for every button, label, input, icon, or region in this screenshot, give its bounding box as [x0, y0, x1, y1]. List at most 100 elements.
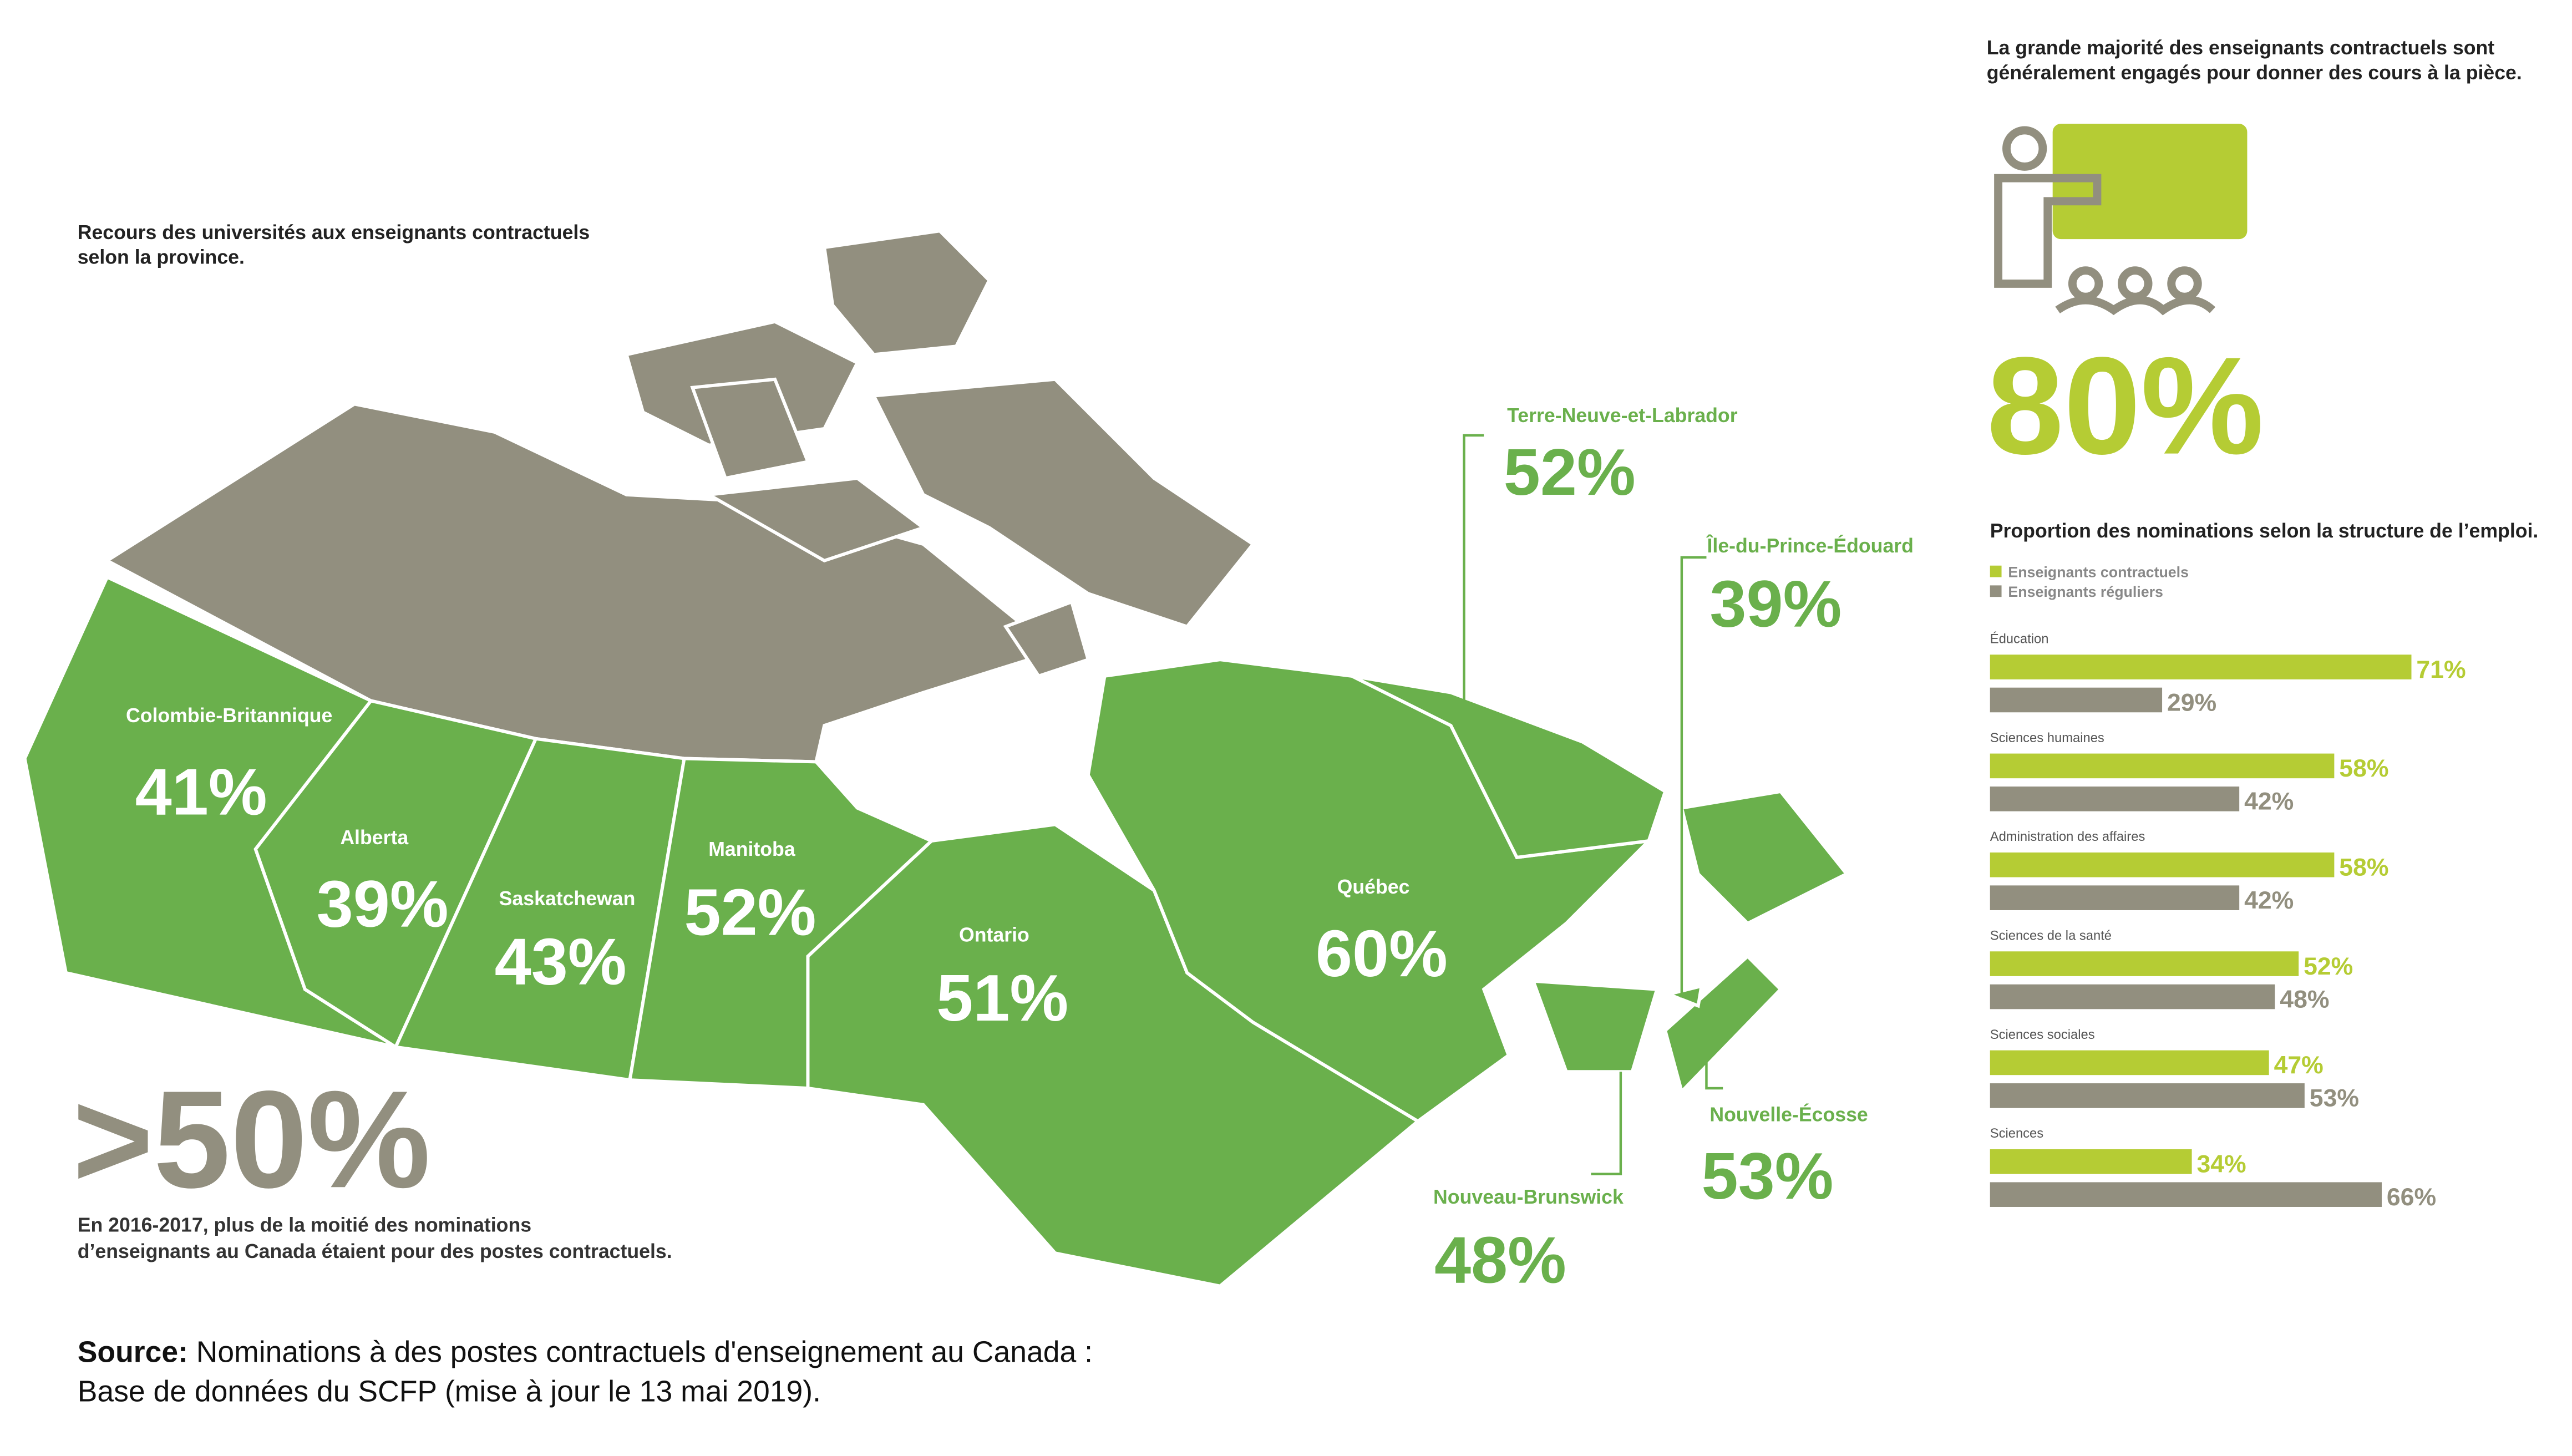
bar	[1990, 885, 2240, 910]
province-value: 52%	[684, 876, 816, 950]
island	[822, 229, 992, 357]
category-label: Éducation	[1990, 631, 2049, 646]
island	[690, 377, 810, 480]
province-shape	[1531, 979, 1660, 1074]
province-name: Québec	[1337, 876, 1410, 898]
legend-label: Enseignants contractuels	[2008, 564, 2189, 581]
bar	[1990, 984, 2275, 1009]
leader-lines	[1463, 434, 1723, 1175]
province-name: Nouvelle-Écosse	[1709, 1103, 1868, 1125]
province-value: 48%	[1434, 1224, 1566, 1297]
bar	[1990, 787, 2240, 811]
bar	[1990, 852, 2335, 877]
province-name: Saskatchewan	[499, 887, 636, 910]
island	[703, 476, 927, 563]
province-value: 43%	[495, 925, 627, 999]
island	[1003, 600, 1090, 678]
leader-line	[1705, 1055, 1723, 1090]
map	[23, 229, 1849, 1288]
value-label: 34%	[2196, 1151, 2246, 1178]
category-label: Administration des affaires	[1990, 829, 2145, 844]
head	[2002, 126, 2047, 171]
map-title-line: selon la province.	[78, 246, 245, 268]
province-value: 53%	[1701, 1139, 1833, 1213]
leader-line	[1591, 1072, 1622, 1175]
category-label: Sciences humaines	[1990, 730, 2104, 745]
province-value: 52%	[1504, 435, 1636, 509]
value-label: 66%	[2387, 1184, 2436, 1211]
province-name: Alberta	[340, 826, 409, 849]
province-shape	[1663, 983, 1704, 1008]
bar	[1990, 655, 2412, 679]
province-value: 39%	[317, 867, 449, 941]
panel-title: La grande majorité des enseignants contr…	[1987, 37, 2495, 59]
source-text: Nominations à des postes contractuels d'…	[188, 1336, 1093, 1368]
bar	[1990, 1050, 2269, 1075]
province-shape	[1680, 789, 1849, 926]
bar	[1990, 1182, 2382, 1207]
head	[2068, 266, 2103, 301]
province-value: 39%	[1709, 567, 1842, 641]
bar	[1990, 1149, 2192, 1174]
map-title-line: Recours des universités aux enseignants …	[78, 221, 590, 243]
arctic	[104, 229, 1256, 764]
province-name: Colombie-Britannique	[126, 704, 332, 727]
province-name: Manitoba	[708, 838, 796, 860]
board	[2052, 124, 2248, 240]
map-title: Recours des universités aux enseignants …	[78, 221, 590, 268]
province-name: Île-du-Prince-Édouard	[1706, 535, 1914, 557]
value-label: 42%	[2244, 887, 2294, 914]
category-label: Sciences	[1990, 1126, 2044, 1141]
bar	[1990, 753, 2335, 779]
value-label: 52%	[2304, 953, 2353, 980]
province-shape	[253, 699, 539, 1050]
province-shape	[1351, 674, 1667, 860]
province-shape	[1663, 954, 1783, 1095]
legend-swatch	[1990, 585, 2002, 597]
source: Source: Nominations à des postes contrac…	[78, 1336, 1093, 1368]
panel-title: généralement engagés pour donner des cou…	[1987, 62, 2522, 84]
bar	[1990, 951, 2299, 976]
leader-line	[1680, 556, 1707, 998]
value-label: 58%	[2339, 854, 2388, 881]
bar-chart: Enseignants contractuels Enseignants régu…	[1990, 564, 2466, 1211]
bar	[1990, 687, 2163, 713]
source-text: Base de données du SCFP (mise à jour le …	[78, 1376, 821, 1408]
province-name: Nouveau-Brunswick	[1433, 1186, 1624, 1208]
chart-title: Proportion des nominations selon la stru…	[1990, 520, 2539, 542]
island	[871, 377, 1256, 629]
people	[1994, 126, 2216, 316]
source-label: Source:	[78, 1336, 188, 1368]
category-label: Sciences sociales	[1990, 1027, 2095, 1042]
value-label: 58%	[2339, 755, 2388, 782]
big-value: 80%	[1987, 328, 2264, 483]
teacher	[1994, 174, 2102, 288]
head	[2167, 266, 2202, 301]
province-shape	[806, 823, 1421, 1288]
value-label: 29%	[2167, 689, 2216, 716]
value-label: 71%	[2416, 656, 2466, 683]
value-label: 47%	[2274, 1052, 2324, 1079]
legend-swatch	[1990, 565, 2002, 577]
legend-label: Enseignants réguliers	[2008, 584, 2163, 600]
bar	[1990, 1083, 2305, 1108]
category-label: Sciences de la santé	[1990, 928, 2112, 943]
shoulders	[2055, 296, 2216, 316]
province-value: 51%	[936, 961, 1068, 1035]
province-name: Ontario	[959, 924, 1029, 946]
teacher-icon	[1994, 124, 2248, 316]
province-labels: Colombie-Britannique 41% Alberta 39% Saskatc…	[126, 404, 1914, 1297]
headline-text: d’enseignants au Canada étaient pour des…	[78, 1240, 672, 1262]
provinces	[23, 575, 1849, 1288]
leader-line	[1463, 434, 1484, 709]
province-value: 60%	[1316, 917, 1448, 991]
value-label: 48%	[2280, 986, 2329, 1013]
value-label: 42%	[2244, 788, 2294, 815]
value-label: 53%	[2310, 1085, 2359, 1112]
province-value: 41%	[135, 755, 267, 829]
province-name: Terre-Neuve-et-Labrador	[1507, 404, 1738, 427]
headline-text: En 2016-2017, plus de la moitié des nomi…	[78, 1214, 531, 1236]
headline-value: >50%	[73, 1062, 431, 1216]
head	[2118, 266, 2153, 301]
